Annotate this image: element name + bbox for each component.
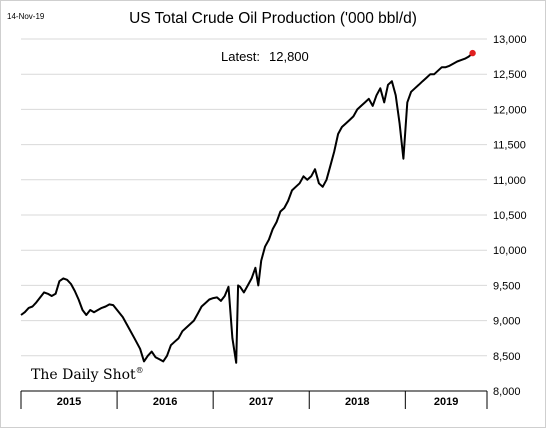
latest-label: Latest: (221, 49, 260, 64)
series-line (20, 52, 474, 364)
y-tick-label: 12,000 (493, 104, 527, 116)
x-tick-label: 2015 (57, 396, 81, 408)
y-tick-label: 9,500 (493, 280, 521, 292)
x-tick-label: 2019 (434, 396, 458, 408)
y-tick-label: 9,000 (493, 316, 521, 328)
series-layer (20, 49, 476, 364)
y-tick-label: 11,000 (493, 175, 526, 187)
x-tick-label: 2016 (153, 396, 177, 408)
gridlines (21, 38, 487, 357)
brand-registered-mark: ® (136, 366, 144, 375)
x-tick-label: 2018 (345, 396, 369, 408)
y-tick-label: 10,500 (493, 210, 527, 222)
y-tick-label: 8,500 (493, 351, 521, 363)
y-tick-label: 11,500 (493, 140, 526, 152)
y-tick-label: 12,500 (493, 69, 527, 81)
y-tick-label: 13,000 (493, 34, 527, 46)
latest-value: 12,800 (269, 49, 309, 64)
latest-point-marker (469, 49, 476, 57)
x-tick-label: 2017 (249, 396, 273, 408)
chart-title: US Total Crude Oil Production ('000 bbl/… (129, 10, 417, 27)
y-tick-label: 10,000 (493, 245, 527, 257)
brand-name: The Daily Shot (31, 367, 136, 383)
brand-logo: The Daily Shot® (31, 366, 144, 383)
x-axis: 2015 2016 2017 2018 2019 (20, 390, 488, 409)
date-label: 14-Nov-19 (7, 12, 45, 21)
y-tick-label: 8,000 (493, 386, 521, 398)
y-axis-ticks: 8,000 8,500 9,000 9,500 10,000 10,500 11,000 11… (493, 34, 527, 398)
